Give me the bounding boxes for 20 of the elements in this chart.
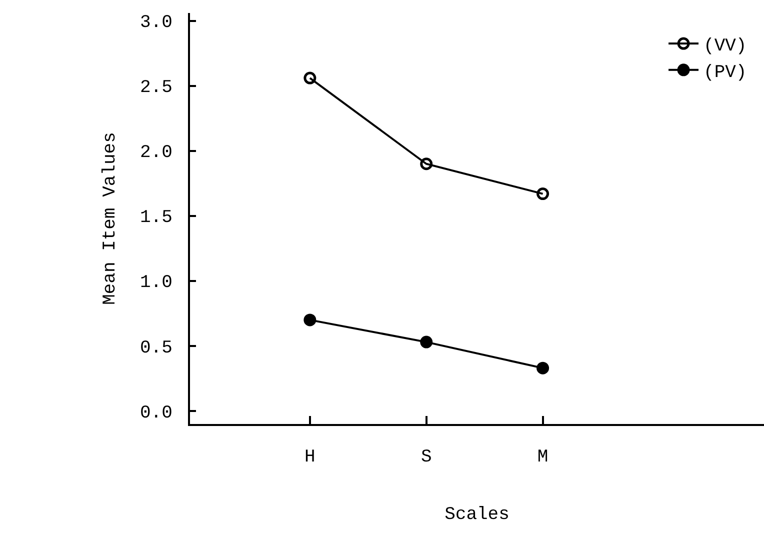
y-tick-label: 0.5 (140, 338, 172, 358)
point (420, 158, 433, 170)
x-axis-title: Scales (444, 505, 510, 526)
point (536, 188, 550, 200)
y-tick-label: 1.5 (140, 208, 172, 228)
point (420, 336, 433, 348)
y-tick-label: 2.0 (140, 143, 172, 164)
y-tick-label: 2.5 (140, 78, 172, 98)
x-tick-label: S (420, 448, 432, 468)
point (304, 72, 316, 84)
legend-label: (PV) (704, 62, 747, 83)
x-tick-label: M (537, 448, 548, 468)
y-tick-label: 1.0 (140, 273, 172, 294)
legend-label: (VV) (704, 36, 747, 57)
y-tick-label: 3.0 (140, 13, 172, 34)
point (304, 314, 316, 326)
point (536, 362, 550, 374)
y-tick-label: 0.0 (140, 403, 172, 424)
x-tick-label: H (304, 448, 316, 468)
y-axis-title: Mean Item Values (100, 132, 121, 305)
